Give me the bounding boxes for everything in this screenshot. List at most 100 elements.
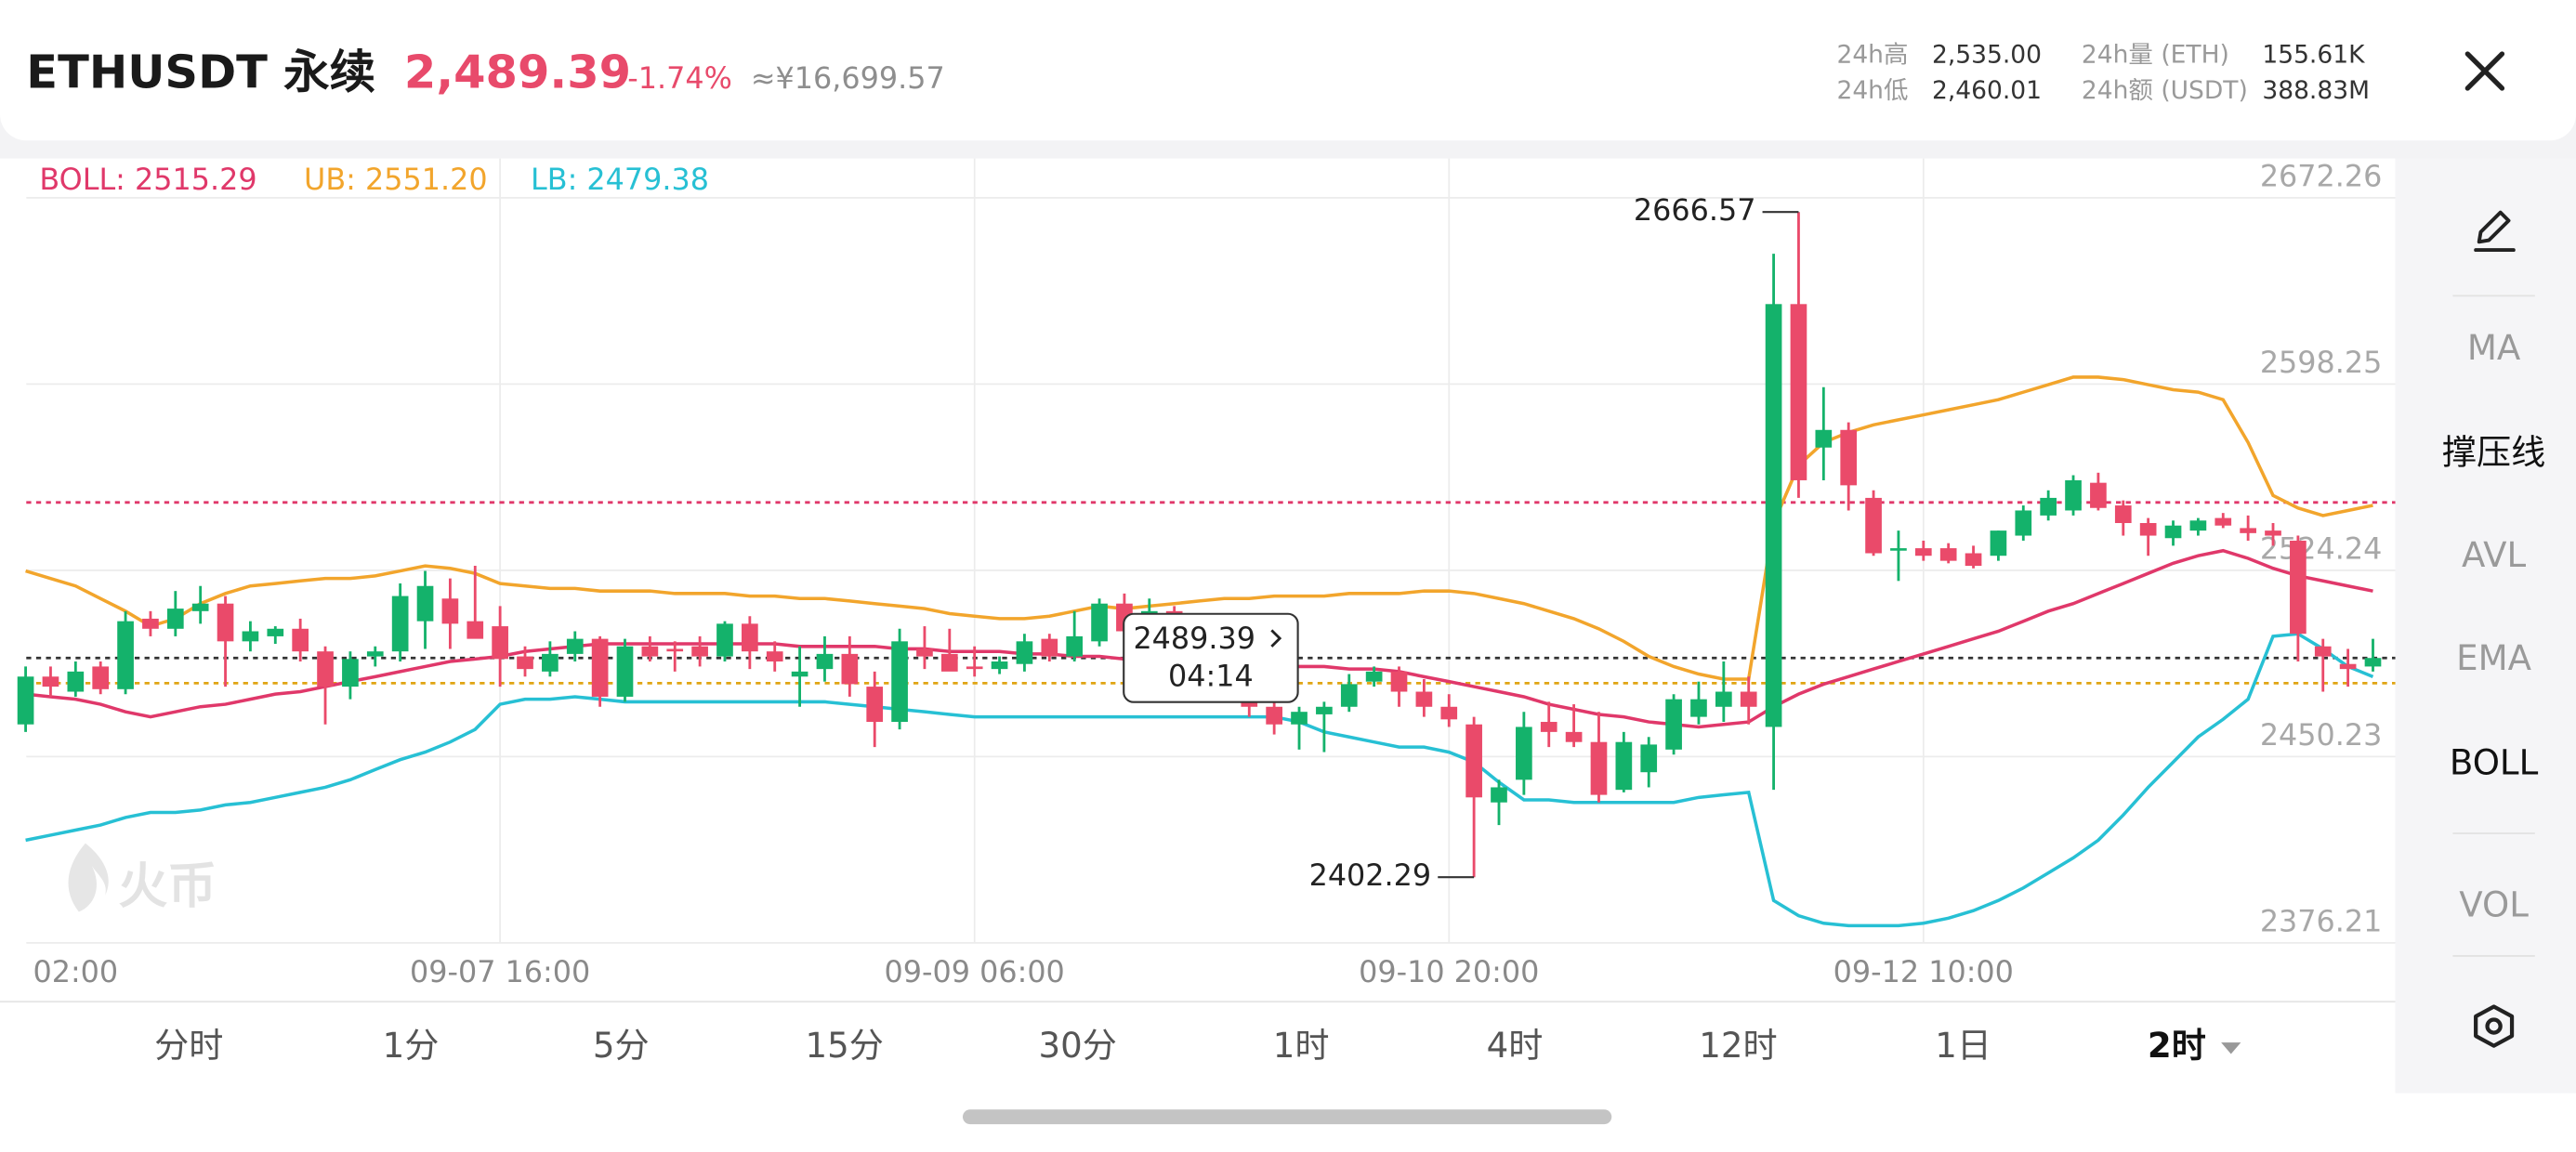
bollinger-line (25, 375, 2373, 681)
timeframe-tab[interactable]: 15分 (806, 1026, 884, 1066)
x-tick-label: 02:00 (33, 956, 118, 989)
candle-body (966, 666, 983, 670)
candle-body (517, 656, 533, 670)
candle-body (1790, 304, 1807, 480)
watermark-text: 火币 (118, 858, 217, 915)
candle-body (542, 653, 559, 672)
indicator-menu-item[interactable]: EMA (2456, 638, 2532, 678)
candle-body (816, 653, 834, 670)
stat-value: 2,535.00 (1932, 40, 2042, 69)
legend-entry: UB: 2551.20 (304, 164, 488, 197)
timeframe-tab[interactable]: 30分 (1039, 1026, 1117, 1066)
candle-body (1565, 731, 1583, 742)
price-tooltip[interactable] (1123, 612, 1299, 703)
draw-tool-button[interactable] (2474, 210, 2516, 253)
y-tick-label: 2450.23 (2260, 719, 2383, 753)
candle-body (191, 603, 209, 611)
stat-label: 24h高 (1836, 40, 1908, 69)
candle-body (1091, 603, 1108, 642)
candle-body (1640, 744, 1658, 773)
candle-body (2339, 663, 2357, 670)
side-panel (2395, 158, 2576, 1093)
legend-entry: BOLL: 2515.29 (39, 164, 256, 197)
candle-body (467, 621, 484, 639)
timeframe-tab[interactable]: 5分 (593, 1026, 650, 1066)
candle-body (1516, 727, 1532, 780)
candle-body (2114, 505, 2132, 524)
candle-body (2265, 530, 2281, 536)
indicator-menu-item[interactable]: BOLL (2450, 743, 2539, 783)
symbol: ETHUSDT 永续 (26, 45, 375, 98)
candle-body (616, 646, 634, 697)
candle-body (1939, 548, 1957, 561)
timeframe-tab[interactable]: 1日 (1935, 1026, 1991, 1066)
candle-body (1041, 638, 1058, 657)
candle-body (2364, 658, 2382, 667)
candle-body (1540, 722, 1557, 732)
candle-body (1665, 699, 1682, 750)
candle-body (1266, 706, 1282, 725)
candle-body (1365, 671, 1383, 682)
stat-label: 24h低 (1836, 76, 1908, 105)
candle-body (841, 653, 859, 685)
price-change: -1.74% (627, 62, 732, 96)
indicator-menu-item[interactable]: AVL (2462, 535, 2526, 575)
candle-body (1990, 530, 2007, 556)
candle-body (492, 626, 508, 660)
candle-body (2164, 525, 2182, 539)
indicator-menu-item[interactable]: MA (2467, 328, 2521, 368)
tooltip-price: 2489.39 (1133, 622, 1255, 656)
candle-body (391, 596, 409, 652)
last-price: 2,489.39 (404, 45, 631, 98)
y-tick-label: 2672.26 (2260, 161, 2383, 194)
y-tick-label: 2524.24 (2260, 533, 2383, 567)
candle-body (242, 631, 259, 642)
tooltip-chevron (1270, 629, 1282, 648)
x-tick-label: 09-12 10:00 (1833, 956, 2014, 989)
candle-body (1765, 304, 1782, 727)
timeframe-tab[interactable]: 1分 (383, 1026, 440, 1066)
candle-body (866, 687, 884, 723)
timeframe-tab[interactable]: 分时 (154, 1026, 223, 1066)
indicator-menu-item[interactable]: 撑压线 (2442, 433, 2545, 473)
candle-body (766, 651, 783, 662)
stat-label: 24h额 (USDT) (2082, 76, 2248, 105)
candle-body (2215, 517, 2232, 526)
close-button[interactable] (2464, 51, 2505, 91)
timeframe-tab[interactable]: 4时 (1487, 1026, 1544, 1066)
candle-body (217, 603, 234, 642)
candle-body (1291, 712, 1308, 725)
tooltip-countdown: 04:14 (1168, 660, 1254, 693)
x-tick-label: 09-09 06:00 (885, 956, 1065, 989)
legend-entry: LB: 2479.38 (531, 164, 709, 197)
x-tick-label: 09-10 20:00 (1359, 956, 1539, 989)
candle-body (791, 671, 808, 677)
indicator-menu-item[interactable]: VOL (2459, 885, 2529, 925)
candle-body (1615, 741, 1633, 791)
candle-body (2065, 479, 2082, 511)
home-indicator (962, 1109, 1612, 1125)
candle-body (92, 666, 110, 689)
candle-body (42, 676, 59, 687)
candle-body (1440, 706, 1458, 720)
timeframe-tab[interactable]: 1时 (1273, 1026, 1330, 1066)
candle-body (2139, 523, 2157, 536)
candle-body (117, 621, 134, 689)
candle-body (2240, 528, 2256, 533)
candle-body (591, 638, 609, 697)
stat-label: 24h量 (ETH) (2082, 40, 2229, 69)
y-tick-label: 2376.21 (2260, 906, 2383, 939)
candle-body (566, 638, 584, 654)
timeframe-tab[interactable]: 2时 (2148, 1026, 2206, 1066)
candle-body (292, 628, 309, 652)
candle-body (991, 661, 1008, 670)
candle-body (1740, 691, 1757, 707)
candle-body (691, 646, 708, 657)
timeframe-tab[interactable]: 12时 (1699, 1026, 1777, 1066)
candle-body (1016, 641, 1033, 664)
candle-body (2189, 520, 2207, 531)
settings-button[interactable] (2474, 1004, 2515, 1048)
candle-body (2015, 510, 2032, 536)
